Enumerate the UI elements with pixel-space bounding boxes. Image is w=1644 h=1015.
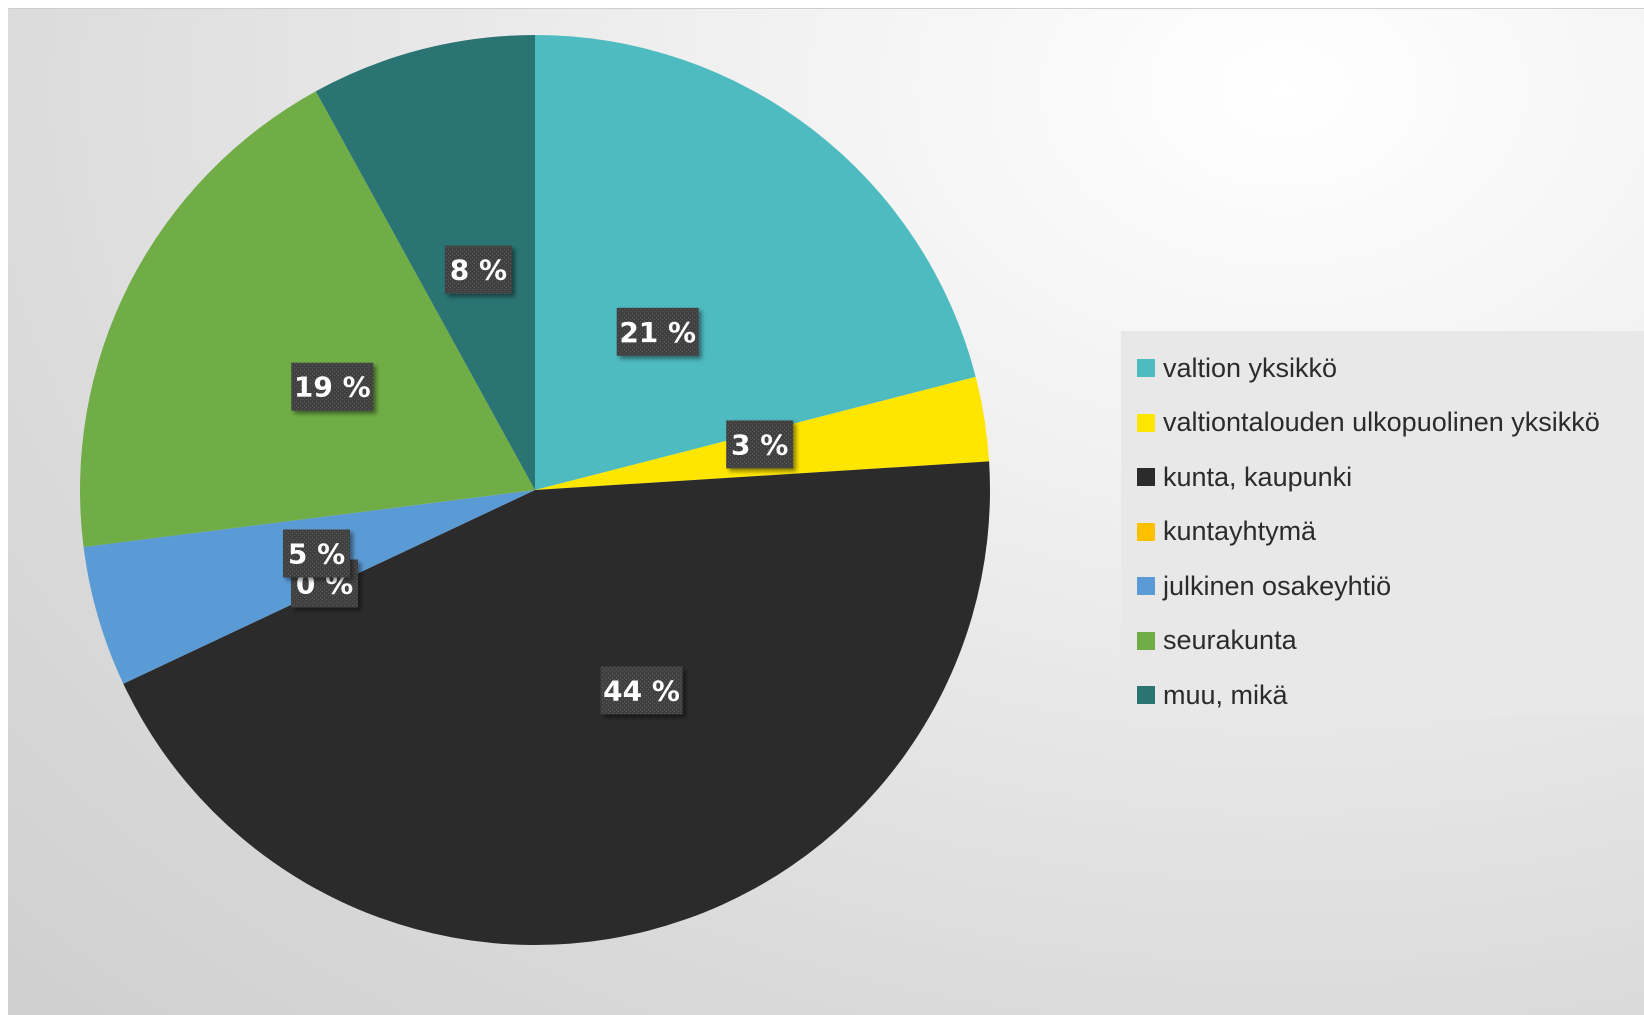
legend: valtion yksikkö valtiontalouden ulkopuoli… (1121, 331, 1644, 715)
legend-label: seurakunta (1163, 625, 1297, 656)
legend-label: kunta, kaupunki (1163, 461, 1353, 492)
data-label-box (283, 529, 351, 578)
data-label-muu-mika: 8 % (444, 245, 512, 294)
legend-swatch (1137, 413, 1155, 432)
data-label-julkinen-osakeyhtio: 5 % (283, 529, 351, 578)
data-label-text: 8 % (450, 254, 507, 287)
legend-swatch (1137, 686, 1155, 705)
legend-item-valtion-yksikko: valtion yksikkö (1137, 341, 1644, 396)
data-label-box (444, 245, 512, 294)
data-label-seurakunta: 19 % (291, 362, 374, 411)
data-label-valtion-yksikko: 21 % (616, 307, 699, 356)
data-label-text: 3 % (731, 428, 788, 461)
data-label-text: 19 % (294, 371, 371, 404)
legend-label: muu, mikä (1163, 679, 1288, 710)
data-label-box (616, 307, 699, 356)
data-label-box (726, 420, 794, 469)
pie-slice-seurakunta (79, 91, 535, 548)
legend-item-muu-mika: muu, mikä (1137, 668, 1644, 723)
data-label-box (291, 362, 374, 411)
pie-data-labels: 0 %21 %3 %44 %5 %19 %8 % (283, 245, 794, 715)
legend-item-julkinen-osakeyhtio: julkinen osakeyhtiö (1137, 559, 1644, 614)
legend-item-kuntayhtyma: kuntayhtymä (1137, 505, 1644, 560)
pie-slices (79, 35, 991, 945)
data-label-text: 21 % (619, 316, 696, 349)
data-label-text: 44 % (603, 674, 680, 707)
legend-label: julkinen osakeyhtiö (1163, 570, 1392, 601)
legend-label: valtion yksikkö (1163, 352, 1338, 383)
pie-chart: 0 %21 %3 %44 %5 %19 %8 % (79, 35, 991, 945)
pie-slice-valtion-yksikko (535, 35, 976, 490)
legend-item-seurakunta: seurakunta (1137, 614, 1644, 669)
legend-swatch (1137, 359, 1155, 378)
data-label-valtiontalouden-ulkopuolinen-yksikko: 3 % (726, 420, 794, 469)
data-label-text: 5 % (288, 537, 345, 570)
legend-label: valtiontalouden ulkopuolinen yksikkö (1163, 407, 1600, 438)
legend-swatch (1137, 522, 1155, 541)
legend-swatch (1137, 631, 1155, 650)
legend-swatch (1137, 468, 1155, 487)
legend-item-valtiontalouden-ulkopuolinen-yksikko: valtiontalouden ulkopuolinen yksikkö (1137, 396, 1644, 451)
pie-slice-muu-mika (315, 35, 535, 490)
legend-swatch (1137, 577, 1155, 596)
legend-item-kunta-kaupunki: kunta, kaupunki (1137, 450, 1644, 505)
data-label-kunta-kaupunki: 44 % (600, 666, 683, 715)
legend-label: kuntayhtymä (1163, 516, 1317, 547)
data-label-box (600, 666, 683, 715)
chart-area: 0 % 21 % 3 % 44 % 5 % 19 % 8 % valtion yksikkö… (8, 8, 1644, 1015)
